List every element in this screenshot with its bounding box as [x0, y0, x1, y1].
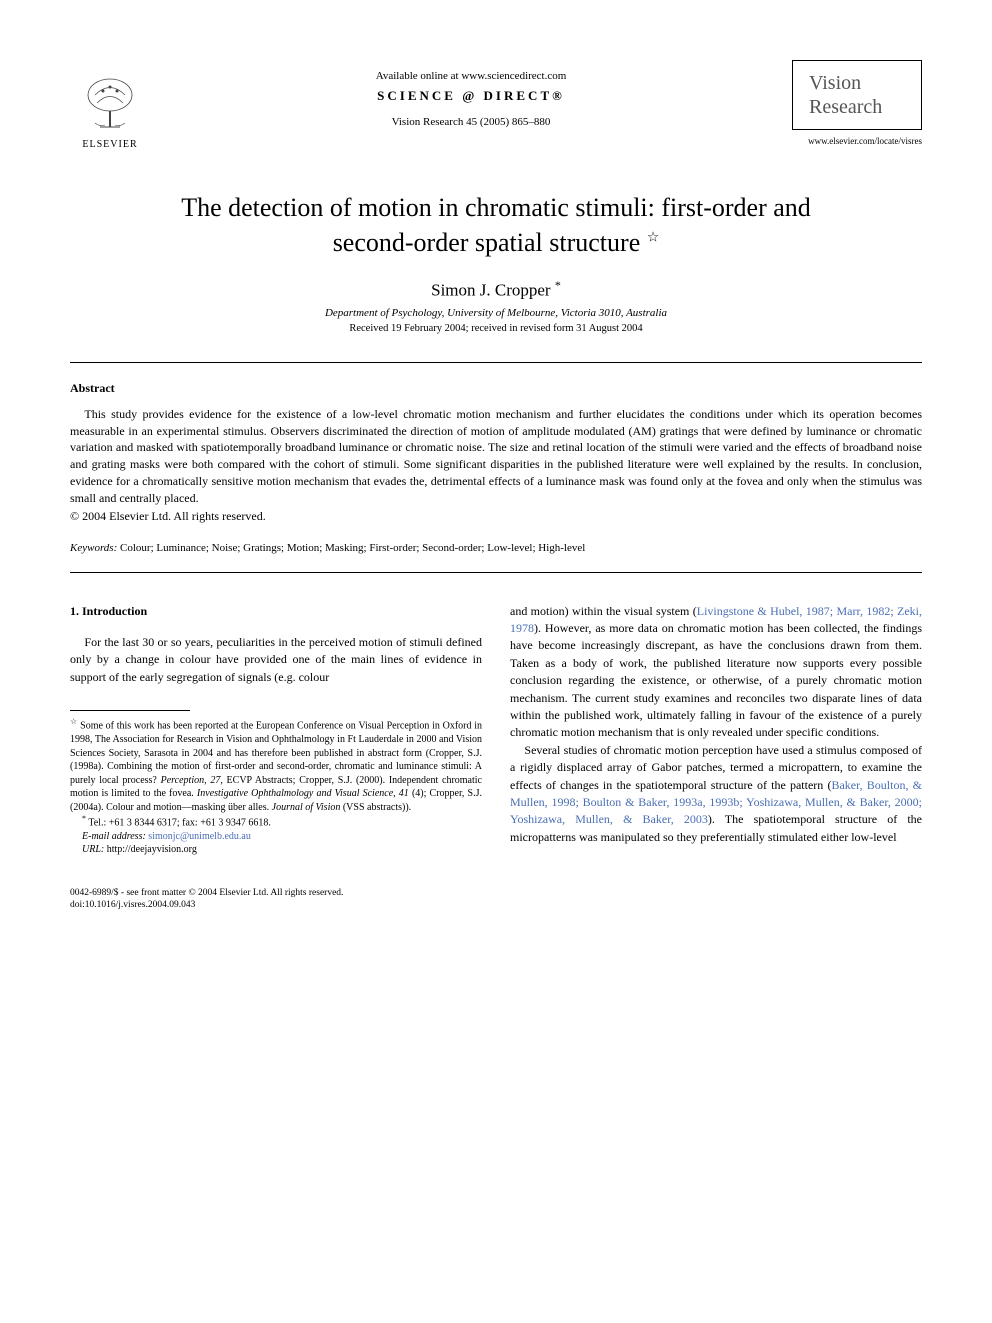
- keywords: Keywords: Colour; Luminance; Noise; Grat…: [70, 542, 922, 554]
- footnote-email: E-mail address: simonjc@unimelb.edu.au: [70, 830, 482, 844]
- journal-name-line1: Vision: [809, 71, 905, 95]
- footnote-1: ☆ Some of this work has been reported at…: [70, 717, 482, 814]
- elsevier-logo: ELSEVIER: [70, 60, 150, 150]
- abstract-heading: Abstract: [70, 381, 922, 396]
- author-footnote-mark: *: [555, 278, 561, 292]
- journal-url: www.elsevier.com/locate/visres: [792, 136, 922, 146]
- title-footnote-mark: ☆: [647, 230, 660, 245]
- elsevier-tree-icon: [75, 75, 145, 135]
- page-header: ELSEVIER Available online at www.science…: [70, 60, 922, 150]
- left-column: 1. Introduction For the last 30 or so ye…: [70, 603, 482, 912]
- footnote-url: URL: http://deejayvision.org: [70, 843, 482, 857]
- sciencedirect-logo: SCIENCE @ DIRECT®: [150, 88, 792, 104]
- received-dates: Received 19 February 2004; received in r…: [70, 323, 922, 334]
- intro-para-1: For the last 30 or so years, peculiariti…: [70, 634, 482, 686]
- affiliation: Department of Psychology, University of …: [70, 307, 922, 319]
- doi-line2: doi:10.1016/j.visres.2004.09.043: [70, 899, 482, 911]
- author-url[interactable]: http://deejayvision.org: [107, 844, 197, 855]
- footnote-separator: [70, 710, 190, 711]
- title-line2: second-order spatial structure: [333, 228, 641, 257]
- email-link[interactable]: simonjc@unimelb.edu.au: [148, 831, 251, 842]
- divider-top: [70, 362, 922, 363]
- abstract-body: This study provides evidence for the exi…: [70, 406, 922, 507]
- intro-heading: 1. Introduction: [70, 603, 482, 620]
- doi-line1: 0042-6989/$ - see front matter © 2004 El…: [70, 887, 482, 899]
- doi-block: 0042-6989/$ - see front matter © 2004 El…: [70, 887, 482, 912]
- journal-reference: Vision Research 45 (2005) 865–880: [150, 116, 792, 128]
- intro-para-2: Several studies of chromatic motion perc…: [510, 742, 922, 846]
- available-online-text: Available online at www.sciencedirect.co…: [150, 70, 792, 82]
- journal-name-box: Vision Research: [792, 60, 922, 130]
- journal-box-container: Vision Research www.elsevier.com/locate/…: [792, 60, 922, 146]
- journal-name-line2: Research: [809, 95, 905, 119]
- right-column: and motion) within the visual system (Li…: [510, 603, 922, 912]
- keywords-label: Keywords:: [70, 542, 117, 554]
- abstract-copyright: © 2004 Elsevier Ltd. All rights reserved…: [70, 509, 922, 524]
- author-name: Simon J. Cropper *: [70, 278, 922, 301]
- article-title: The detection of motion in chromatic sti…: [110, 190, 882, 260]
- body-columns: 1. Introduction For the last 30 or so ye…: [70, 603, 922, 912]
- intro-para-1-cont: and motion) within the visual system (Li…: [510, 603, 922, 742]
- keywords-text: Colour; Luminance; Noise; Gratings; Moti…: [117, 542, 585, 554]
- divider-bottom: [70, 572, 922, 573]
- title-line1: The detection of motion in chromatic sti…: [181, 193, 811, 222]
- elsevier-label: ELSEVIER: [82, 139, 137, 150]
- footnote-2: * Tel.: +61 3 8344 6317; fax: +61 3 9347…: [70, 814, 482, 830]
